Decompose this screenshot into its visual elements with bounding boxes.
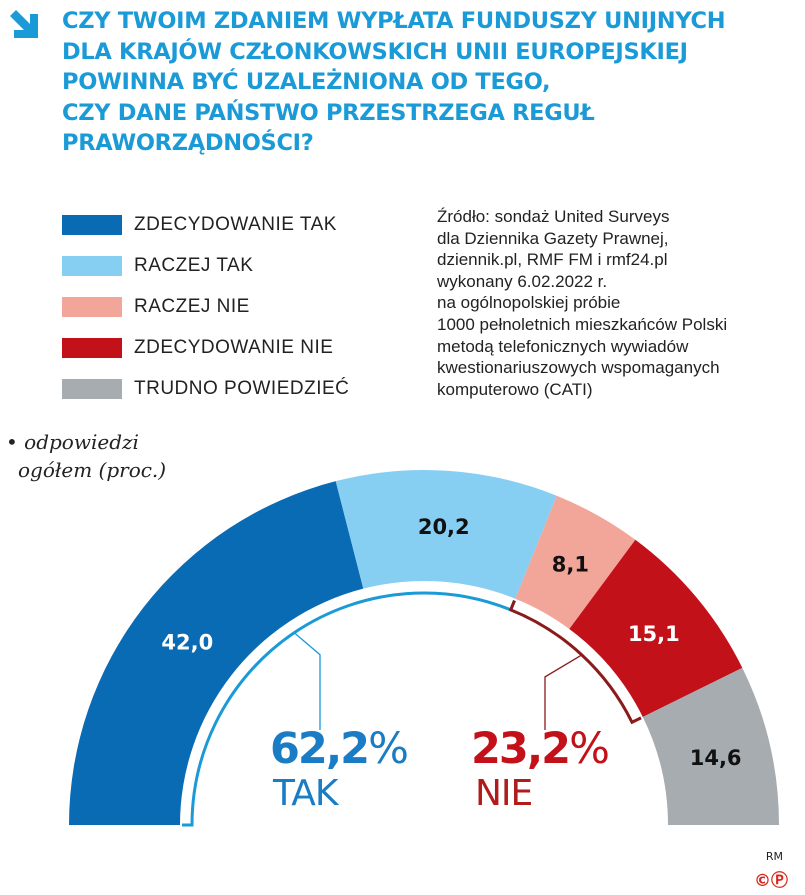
- value-label: 42,0: [161, 630, 213, 654]
- source-line: metodą telefonicznych wywiadów: [437, 336, 689, 356]
- legend-label: ZDECYDOWANIE NIE: [134, 336, 334, 358]
- legend-label: TRUDNO POWIEDZIEĆ: [134, 377, 350, 399]
- legend-item: ZDECYDOWANIE NIE: [62, 327, 349, 368]
- legend-swatch: [62, 296, 122, 317]
- nie-total-pct: %: [569, 724, 610, 774]
- legend: ZDECYDOWANIE TAK RACZEJ TAK RACZEJ NIE Z…: [62, 204, 349, 409]
- nie-total: 23,2%: [471, 724, 610, 774]
- title-line: CZY TWOIM ZDANIEM WYPŁATA FUNDUSZY UNIJN…: [62, 8, 726, 34]
- note-line: • odpowiedzi: [6, 430, 139, 454]
- group-bracket: [508, 599, 642, 725]
- source-line: 1000 pełnoletnich mieszkańców Polski: [437, 314, 728, 334]
- copyright-marks: ©Ⓟ: [754, 871, 788, 891]
- source-line: Źródło: sondaż United Surveys: [437, 207, 670, 226]
- source-line: wykonany 6.02.2022 r.: [437, 271, 608, 291]
- legend-swatch: [62, 378, 122, 399]
- source-line: na ogólnopolskiej próbie: [437, 293, 621, 313]
- legend-item: RACZEJ NIE: [62, 286, 349, 327]
- chart-title: CZY TWOIM ZDANIEM WYPŁATA FUNDUSZY UNIJN…: [62, 6, 726, 159]
- nie-label: NIE: [475, 773, 533, 814]
- segment-3: [569, 539, 743, 717]
- segment-2: [515, 495, 636, 629]
- legend-label: ZDECYDOWANIE TAK: [134, 213, 337, 235]
- legend-item: TRUDNO POWIEDZIEĆ: [62, 368, 349, 409]
- segment-0: [69, 481, 364, 825]
- title-line: PRAWORZĄDNOŚCI?: [62, 130, 314, 156]
- value-label: 14,6: [690, 746, 742, 770]
- title-line: DLA KRAJÓW CZŁONKOWSKICH UNII EUROPEJSKI…: [62, 38, 688, 65]
- source-line: dziennik.pl, RMF FM i rmf24.pl: [437, 250, 668, 270]
- legend-item: ZDECYDOWANIE TAK: [62, 204, 349, 245]
- unit-note: • odpowiedzi ogółem (proc.): [6, 428, 166, 484]
- legend-item: RACZEJ TAK: [62, 245, 349, 286]
- title-line: CZY DANE PAŃSTWO PRZESTRZEGA REGUŁ: [62, 99, 595, 126]
- legend-swatch: [62, 255, 122, 276]
- legend-swatch: [62, 337, 122, 358]
- leader-line: [544, 654, 583, 730]
- tak-total-value: 62,2: [270, 724, 370, 774]
- title-line: POWINNA BYĆ UZALEŻNIONA OD TEGO,: [62, 69, 551, 95]
- note-line: ogółem (proc.): [18, 458, 167, 482]
- value-label: 15,1: [628, 622, 680, 646]
- tak-total: 62,2%: [270, 724, 409, 774]
- source-line: komputerowo (CATI): [437, 379, 593, 399]
- legend-label: RACZEJ NIE: [134, 295, 250, 317]
- tak-label: TAK: [273, 773, 338, 814]
- value-label: 20,2: [418, 515, 470, 539]
- leader-line: [293, 632, 321, 730]
- segment-4: [642, 667, 779, 825]
- source-line: dla Dziennika Gazety Prawnej,: [437, 228, 669, 248]
- arrow-down-right-icon: [10, 10, 38, 38]
- nie-total-value: 23,2: [471, 724, 571, 774]
- legend-label: RACZEJ TAK: [134, 254, 254, 276]
- value-label: 8,1: [552, 553, 589, 577]
- segment-1: [335, 470, 557, 599]
- source-note: Źródło: sondaż United Surveys dla Dzienn…: [437, 206, 727, 400]
- source-line: kwestionariuszowych wspomaganych: [437, 358, 720, 378]
- tak-total-pct: %: [368, 724, 409, 774]
- author-credit: RM: [765, 850, 783, 863]
- legend-swatch: [62, 214, 122, 235]
